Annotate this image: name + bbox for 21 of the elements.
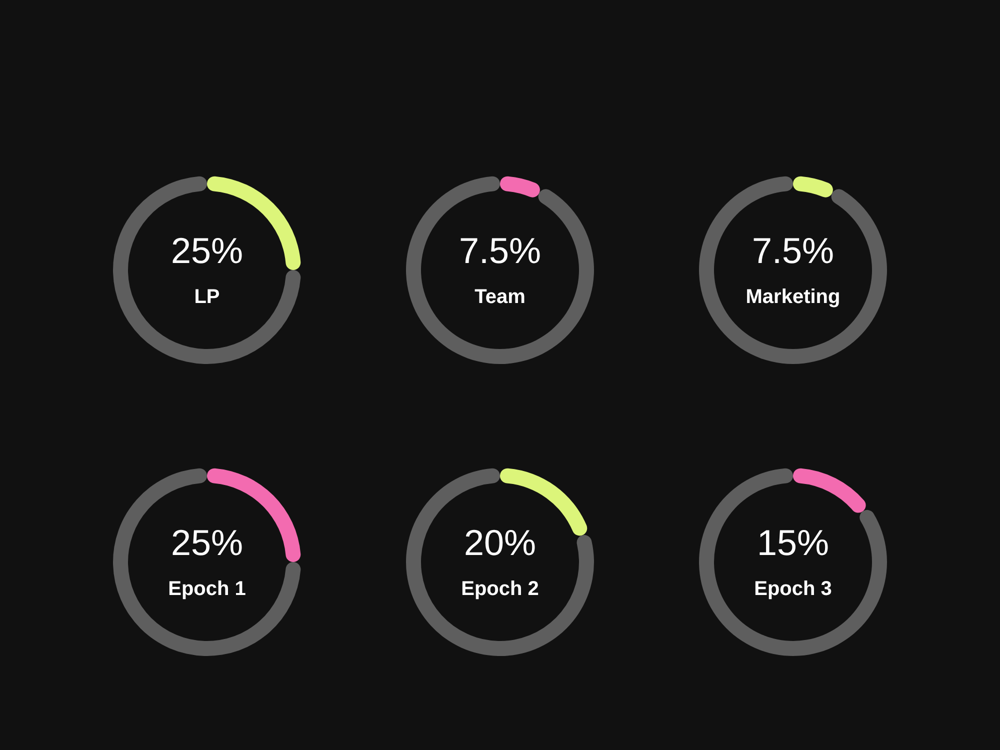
data-label: 25% xyxy=(170,230,244,271)
donut-slice xyxy=(500,176,540,198)
slice-label: LP xyxy=(194,286,220,308)
slice-label: Epoch 2 xyxy=(461,578,539,600)
slice-label: Epoch 1 xyxy=(168,578,246,600)
slice-label: Marketing xyxy=(746,286,840,308)
data-label: 7.5% xyxy=(752,230,834,271)
donut-slice xyxy=(793,468,866,513)
slice-label: Team xyxy=(474,286,526,308)
data-label: 25% xyxy=(170,522,244,563)
slice-label: Epoch 3 xyxy=(754,578,832,600)
donut-slice xyxy=(406,176,594,364)
donut-slice xyxy=(113,468,301,656)
donut-slice xyxy=(699,468,887,656)
data-label: 7.5% xyxy=(458,230,542,271)
data-label: 20% xyxy=(464,522,536,563)
donut-slice xyxy=(793,176,833,198)
data-label: 15% xyxy=(756,522,830,563)
donut-slice xyxy=(699,176,887,364)
donut-slice xyxy=(113,176,301,364)
donut-slice xyxy=(406,468,594,656)
